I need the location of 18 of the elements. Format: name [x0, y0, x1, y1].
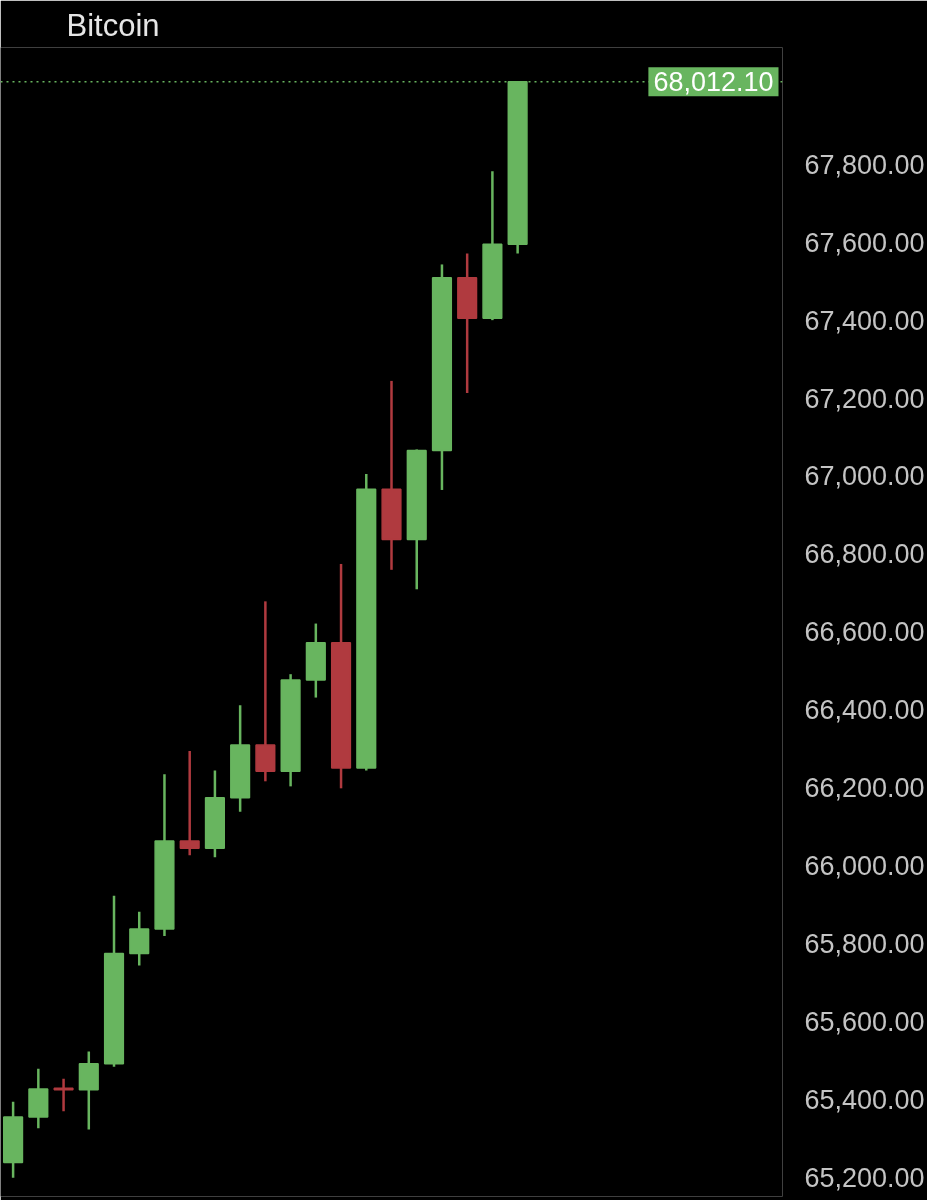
candlestick [53, 1077, 74, 1113]
y-tick-label: 65,200.00 [804, 1162, 925, 1193]
y-tick-label: 66,600.00 [804, 617, 925, 648]
y-tick-label: 66,000.00 [804, 850, 925, 881]
candlestick [179, 749, 200, 857]
y-tick-label: 67,800.00 [804, 149, 925, 180]
y-tick-label: 67,400.00 [804, 305, 925, 336]
chart-title: Bitcoin [66, 7, 160, 43]
y-tick-label: 67,600.00 [804, 227, 925, 258]
ref-line-label: 68,012.10 [653, 67, 774, 98]
y-tick-label: 65,600.00 [804, 1006, 925, 1037]
y-tick-label: 65,400.00 [804, 1084, 925, 1115]
y-tick-label: 65,800.00 [804, 928, 925, 959]
y-tick-label: 67,200.00 [804, 383, 925, 414]
y-tick-label: 66,400.00 [804, 695, 925, 726]
y-tick-label: 66,200.00 [804, 773, 925, 804]
y-tick-label: 67,000.00 [804, 461, 925, 492]
y-tick-label: 66,800.00 [804, 539, 925, 570]
